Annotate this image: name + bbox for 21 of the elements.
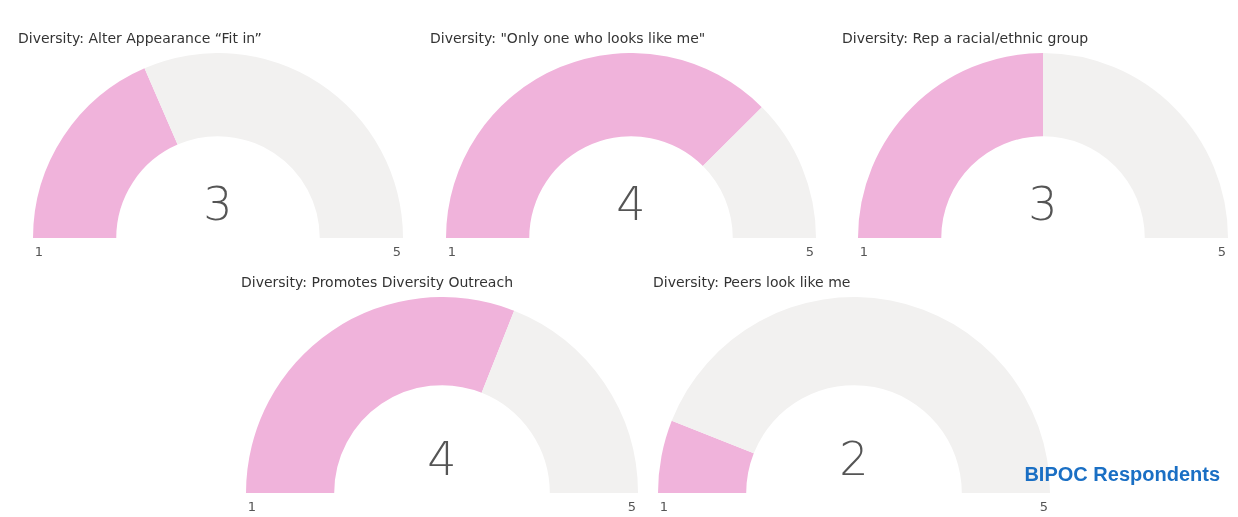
text: 5 [1217,243,1227,259]
chart-title: Diversity: Rep a racial/ethnic group [842,30,1089,46]
text: 4 [427,432,457,486]
text: 5 [805,243,815,259]
text: 3 [203,177,233,231]
text: 1 [247,498,257,514]
text: 2 [839,432,869,486]
text: 3 [1028,177,1058,231]
text: 1 [859,243,869,259]
chart-title: Diversity: Promotes Diversity Outreach [241,274,514,290]
text: 1 [447,243,457,259]
text: 5 [1039,498,1049,514]
text: 5 [392,243,402,259]
text: 5 [627,498,637,514]
text: BIPOC Respondents [1024,463,1220,486]
text: 1 [34,243,44,259]
text: 4 [616,177,646,231]
chart-title: Diversity: "Only one who looks like me" [430,30,706,46]
chart-title: Diversity: Peers look like me [653,274,851,290]
text: 1 [659,498,669,514]
chart-title: Diversity: Alter Appearance “Fit in” [18,30,262,46]
